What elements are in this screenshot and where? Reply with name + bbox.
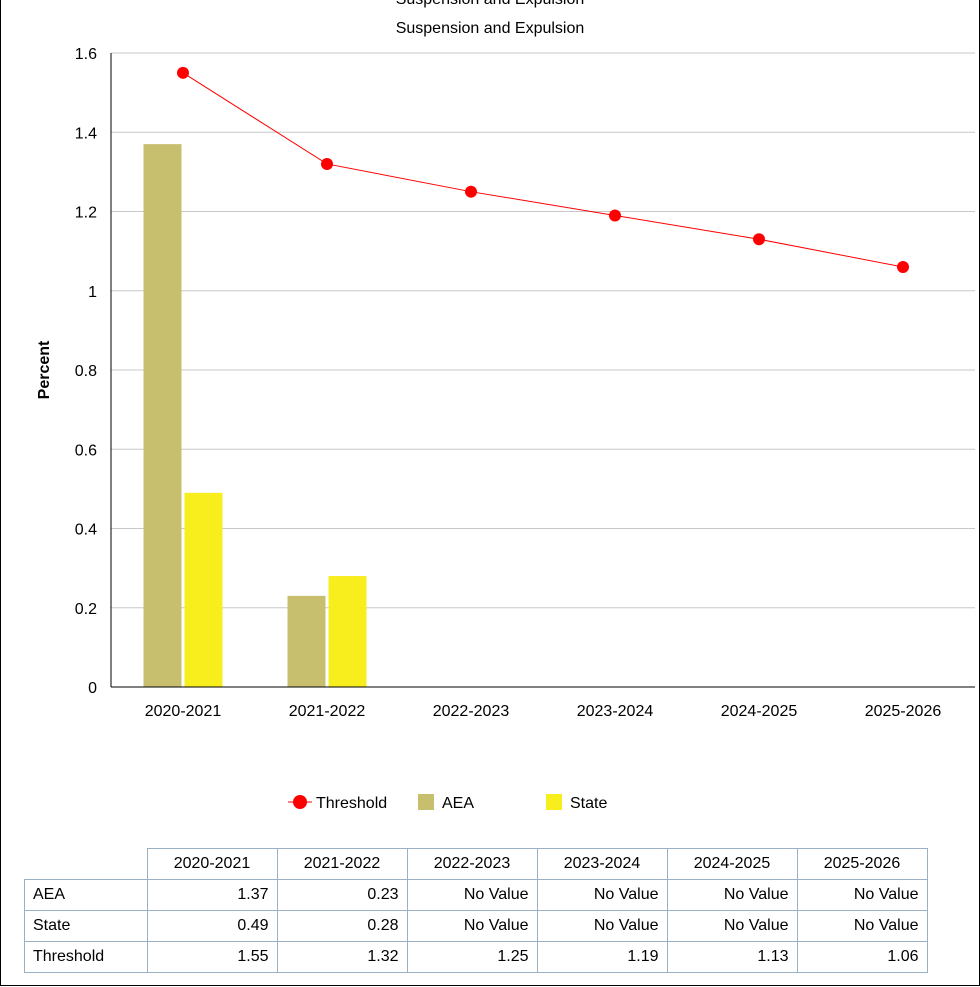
legend-swatch-aea [418,794,434,810]
table-row: AEA 1.37 0.23 No Value No Value No Value No Va… [24,879,928,911]
legend: Threshold AEA State [288,794,607,812]
x-tick-label: 2023-2024 [577,703,654,720]
table-cell: 1.55 [146,941,278,973]
table-header-row: 2020-2021 2021-2022 2022-2023 2023-2024 2024… [24,848,928,880]
x-tick-label: 2025-2026 [865,703,942,720]
table-cell: No Value [406,879,538,911]
bar-aea [287,595,326,687]
table-body: AEA 1.37 0.23 No Value No Value No Value No Va… [24,879,928,973]
table-cell: 1.19 [536,941,668,973]
y-tick-label: 0.2 [75,601,97,618]
table-row: State 0.49 0.28 No Value No Value No Value No … [24,910,928,942]
table-row-label: State [24,910,148,942]
table-column-header: 2023-2024 [536,848,668,880]
y-tick-label: 1.4 [75,125,97,142]
table-column-header: 2020-2021 [146,848,278,880]
table-column-header: 2024-2025 [666,848,798,880]
table-cell: 0.49 [146,910,278,942]
table-cell: No Value [536,910,668,942]
table-corner [24,848,148,880]
threshold-point [753,233,765,246]
threshold-point [897,260,909,273]
threshold-series-line [182,72,904,268]
y-tick-label: 1.6 [75,46,97,63]
threshold-point [177,66,189,79]
threshold-point [321,157,333,170]
table-cell: 1.37 [146,879,278,911]
bar-state [328,576,367,687]
table-column-header: 2025-2026 [796,848,928,880]
x-tick-label: 2021-2022 [289,703,366,720]
threshold-line [177,66,909,273]
table-cell: 1.25 [406,941,538,973]
table-cell: No Value [536,879,668,911]
legend-threshold-marker [293,795,307,809]
y-tick-label: 0.6 [75,442,97,459]
table-row-label: Threshold [24,941,148,973]
legend-swatch-state [546,794,562,810]
table-cell: 1.13 [666,941,798,973]
y-tick-label: 0.8 [75,363,97,380]
bar-state [184,492,223,687]
table-column-header: 2022-2023 [406,848,538,880]
x-tick-label: 2020-2021 [145,703,222,720]
table-row: Threshold 1.55 1.32 1.25 1.19 1.13 1.06 [24,941,928,973]
legend-label: State [570,795,607,812]
data-table: 2020-2021 2021-2022 2022-2023 2023-2024 2024… [24,848,928,973]
threshold-point [609,209,621,222]
chart: Suspension and Expulsion Suspension and … [36,0,975,812]
table-column-header: 2021-2022 [276,848,408,880]
y-tick-label: 1.2 [75,205,97,222]
y-tick-label: 0 [88,680,97,697]
table-cell: 0.28 [276,910,408,942]
table-cell: No Value [796,910,928,942]
chart-title: Suspension and Expulsion [396,20,585,37]
threshold-point [465,185,477,198]
table-row-label: AEA [24,879,148,911]
table-cell: 1.32 [276,941,408,973]
table-cell: 1.06 [796,941,928,973]
x-tick-label: 2024-2025 [721,703,798,720]
x-tick-label: 2022-2023 [433,703,510,720]
cut-off-title: Suspension and Expulsion [396,0,585,8]
y-tick-labels: 0 0.2 0.4 0.6 0.8 1 1.2 1.4 1.6 [75,46,97,697]
legend-label: Threshold [316,795,387,812]
axes [110,53,975,688]
table-cell: No Value [406,910,538,942]
bar-aea [143,144,182,687]
table-cell: No Value [666,879,798,911]
table-cell: No Value [666,910,798,942]
table-cell: 0.23 [276,879,408,911]
bars [143,144,367,687]
y-tick-label: 0.4 [75,522,97,539]
x-tick-labels: 2020-2021 2021-2022 2022-2023 2023-2024 2024… [145,703,942,720]
y-tick-label: 1 [88,284,97,301]
table-cell: No Value [796,879,928,911]
grid-lines [111,52,975,609]
legend-label: AEA [442,795,474,812]
y-axis-label: Percent [36,340,53,399]
